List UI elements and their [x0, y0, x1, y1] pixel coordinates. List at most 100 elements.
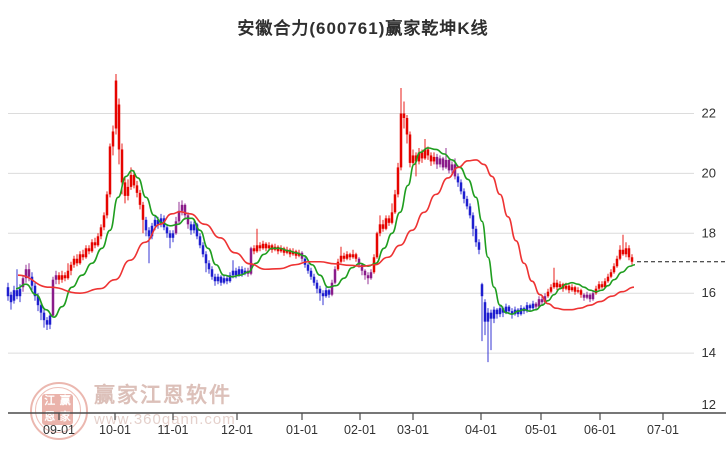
candle [429, 152, 433, 166]
candle-body [216, 276, 220, 282]
candle-body [48, 315, 52, 325]
candle-body [96, 236, 100, 246]
candle-body [606, 276, 610, 282]
candle-body [435, 156, 439, 165]
candle-body [90, 242, 94, 252]
candle [495, 308, 499, 319]
candle [390, 203, 394, 225]
candle-body [66, 270, 70, 279]
candle-body [57, 275, 61, 280]
candle-body [252, 248, 256, 252]
candle [327, 288, 331, 298]
candle [606, 273, 610, 283]
candle-body [84, 248, 88, 258]
candle-body [144, 219, 148, 231]
candle-body [177, 210, 181, 222]
candle-body [537, 299, 541, 307]
candle [435, 153, 439, 169]
seal-char: 恩 [44, 410, 56, 423]
candle-body [315, 282, 319, 289]
candle-body [582, 294, 586, 298]
candle-body [81, 254, 85, 258]
candle-body [549, 287, 553, 292]
candle-body [192, 224, 196, 231]
candle-body [441, 158, 445, 168]
candle-body [567, 285, 571, 291]
candle-body [207, 263, 211, 270]
x-axis-label: 09-01 [43, 423, 75, 437]
candle-body [183, 204, 187, 216]
candle [309, 267, 313, 280]
candle [489, 309, 493, 351]
candle-body [54, 275, 58, 280]
candle-body [237, 269, 241, 276]
candle [228, 272, 232, 283]
candle-body [468, 206, 472, 216]
candle-body [483, 302, 487, 322]
seal-char: 赢 [59, 395, 71, 408]
candle-body [330, 282, 334, 295]
seal-inner-ring [35, 387, 81, 433]
candle [165, 224, 169, 238]
seal-outer-ring [30, 382, 88, 440]
candle [558, 281, 562, 289]
candle-body [462, 191, 466, 199]
candle [534, 302, 538, 310]
x-axis-label: 11-01 [157, 423, 188, 437]
candle [261, 240, 265, 250]
candle-body [414, 155, 418, 162]
x-axis-label: 06-01 [584, 423, 616, 437]
candle-body [609, 272, 613, 277]
x-axis-label: 03-01 [397, 423, 429, 437]
candle-body [186, 215, 190, 225]
candle-body [480, 284, 484, 297]
candle-body [312, 276, 316, 283]
candle-body [576, 290, 580, 292]
x-axis-label: 10-01 [99, 423, 131, 437]
candle [600, 281, 604, 289]
candle [492, 306, 496, 324]
candle [258, 242, 262, 252]
candle-body [375, 233, 379, 258]
candle-body [324, 290, 328, 297]
candle [51, 276, 55, 318]
candle-body [279, 248, 283, 252]
candle-body [543, 296, 547, 303]
candle [171, 230, 175, 243]
candle-body [369, 272, 373, 279]
candle-body [231, 270, 235, 276]
candle [108, 143, 112, 198]
candle-body [387, 218, 391, 223]
candle [219, 275, 223, 286]
candle-body [384, 218, 388, 229]
candle-body [87, 248, 91, 252]
candle [21, 275, 25, 292]
candle-body [63, 275, 67, 279]
candle-body [570, 287, 574, 291]
candle-body [36, 296, 40, 306]
candle [159, 213, 163, 228]
candle-body [51, 279, 55, 316]
x-axis-label: 01-01 [286, 423, 318, 437]
candle-body [333, 269, 337, 283]
candle-body [540, 299, 544, 303]
candle [588, 293, 592, 303]
candle [126, 179, 130, 201]
y-axis-label: 12 [702, 397, 716, 412]
candle-body [345, 254, 349, 259]
y-axis-label: 20 [702, 165, 716, 180]
candle-body [528, 305, 532, 309]
x-axis-label: 02-01 [344, 423, 376, 437]
candle [255, 228, 259, 253]
candle-body [18, 288, 22, 297]
candle-body [126, 186, 130, 196]
candle [486, 308, 490, 363]
candle-body [381, 224, 385, 229]
candle [498, 305, 502, 318]
candle-body [267, 245, 271, 249]
candle [318, 285, 322, 301]
candle-body [618, 249, 622, 259]
candle-body [489, 312, 493, 319]
y-axis-label: 22 [702, 106, 716, 121]
candle [465, 195, 469, 210]
